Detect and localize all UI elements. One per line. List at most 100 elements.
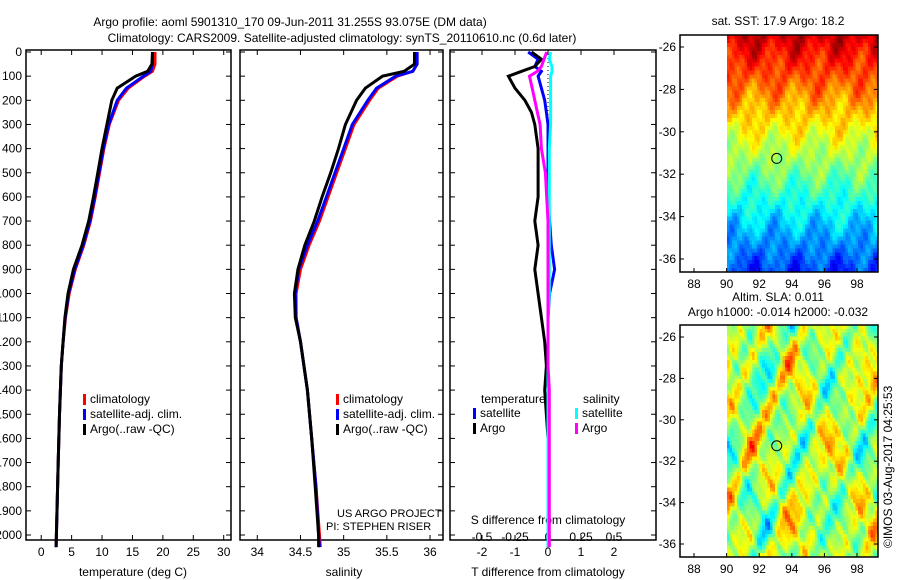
lon-tick-label: 90 — [720, 277, 734, 291]
temperature-panel-frame — [25, 49, 232, 541]
sst-map-image — [726, 35, 878, 272]
footer-timestamp: ©IMOS 03-Aug-2017 04:25:53 — [881, 385, 895, 548]
s-diff-tick-label: 0.5 — [606, 530, 623, 544]
legend-title-salinity: salinity — [583, 392, 620, 406]
depth-tick-label: 400 — [2, 142, 22, 156]
x-tick-label: 34 — [251, 545, 265, 559]
x-tick-label: 0 — [38, 545, 45, 559]
lat-tick-label: -32 — [659, 454, 677, 468]
lat-tick-label: -28 — [659, 371, 677, 385]
temperature-line-argo-raw-qc- — [54, 51, 154, 548]
difference-line-t-argo — [506, 50, 550, 548]
sla-map-frame — [679, 324, 879, 558]
lat-tick-label: -36 — [659, 252, 677, 266]
legend-swatch — [336, 409, 339, 420]
legend-label: climatology — [343, 392, 403, 406]
pi-annotation: PI: STEPHEN RISER — [326, 521, 431, 533]
lon-tick-label: 94 — [785, 277, 799, 291]
lon-tick-label: 88 — [687, 277, 701, 291]
depth-tick-label: 0 — [15, 45, 22, 59]
lat-tick-label: -26 — [659, 40, 677, 54]
legend-swatch — [336, 394, 339, 405]
legend-label: climatology — [90, 392, 150, 406]
depth-tick-label: 700 — [2, 214, 22, 228]
legend-swatch — [575, 408, 578, 419]
lon-tick-label: 92 — [753, 277, 767, 291]
depth-tick-label: 2000 — [0, 528, 22, 542]
depth-tick-label: 1500 — [0, 407, 22, 421]
legend-swatch — [473, 408, 476, 419]
x-tick-label: 2 — [611, 545, 618, 559]
project-annotation: US ARGO PROJECT — [337, 508, 442, 520]
legend-label: satellite — [582, 406, 623, 420]
lat-tick-label: -36 — [659, 537, 677, 551]
argo-position-marker — [771, 440, 783, 452]
lon-tick-label: 88 — [687, 562, 701, 576]
depth-tick-label: 1300 — [0, 359, 22, 373]
lat-tick-label: -30 — [659, 413, 677, 427]
depth-tick-label: 300 — [2, 117, 22, 131]
difference-panel-frame — [449, 49, 657, 541]
difference-line-s-argo — [527, 51, 551, 548]
title-line-2: Climatology: CARS2009. Satellite-adjuste… — [108, 31, 577, 45]
x-tick-label: 25 — [187, 545, 201, 559]
legend-swatch — [83, 409, 86, 420]
x-tick-label: 30 — [217, 545, 231, 559]
legend-label: Argo — [582, 421, 608, 435]
lat-tick-label: -26 — [659, 330, 677, 344]
x-tick-label: 10 — [95, 545, 109, 559]
sst-map-title: sat. SST: 17.9 Argo: 18.2 — [712, 14, 845, 28]
sla-map-image — [726, 325, 878, 557]
depth-tick-label: 1900 — [0, 504, 22, 518]
sst-map-frame — [679, 34, 879, 273]
s-diff-tick-label: 0.25 — [569, 530, 593, 544]
x-tick-label: -2 — [477, 545, 488, 559]
t-diff-axis-label: T difference from climatology — [471, 565, 625, 579]
lat-tick-label: -34 — [659, 210, 677, 224]
s-diff-tick-label: -0.25 — [501, 530, 529, 544]
legend-swatch — [473, 423, 476, 434]
depth-tick-label: 600 — [2, 190, 22, 204]
legend-label: Argo(..raw -QC) — [343, 422, 428, 436]
legend-swatch — [83, 394, 86, 405]
depth-tick-label: 1600 — [0, 431, 22, 445]
depth-tick-label: 1100 — [0, 311, 22, 325]
sla-map-title: Altim. SLA: 0.011 — [732, 290, 824, 304]
legend-label: Argo(..raw -QC) — [90, 422, 175, 436]
salinity-panel-frame — [239, 49, 444, 541]
salinity-line-argo-raw-qc- — [292, 52, 416, 548]
legend-label: satellite-adj. clim. — [90, 407, 182, 421]
x-tick-label: 1 — [578, 545, 585, 559]
depth-tick-label: 1200 — [0, 335, 22, 349]
x-tick-label: 20 — [156, 545, 170, 559]
depth-tick-label: 1800 — [0, 480, 22, 494]
lon-tick-label: 92 — [753, 562, 767, 576]
sla-map-subtitle: Argo h1000: -0.014 h2000: -0.032 — [688, 305, 868, 319]
legend-label: satellite-adj. clim. — [343, 407, 435, 421]
x-tick-label: 35 — [337, 545, 351, 559]
depth-tick-label: 1000 — [0, 287, 22, 301]
x-tick-label: 0 — [545, 545, 552, 559]
x-tick-label: 5 — [68, 545, 75, 559]
s-diff-tick-label: -0.5 — [472, 530, 493, 544]
x-tick-label: 15 — [126, 545, 140, 559]
lon-tick-label: 98 — [850, 277, 864, 291]
lon-tick-label: 96 — [818, 562, 832, 576]
depth-tick-label: 100 — [2, 69, 22, 83]
lat-tick-label: -30 — [659, 125, 677, 139]
legend-label: satellite — [480, 406, 521, 420]
temperature-axis-label: temperature (deg C) — [79, 565, 187, 579]
legend-title-temperature: temperature — [481, 392, 546, 406]
lon-tick-label: 90 — [720, 562, 734, 576]
legend-swatch — [83, 424, 86, 435]
temperature-line-satellite-adj-clim- — [54, 52, 154, 548]
depth-tick-label: 900 — [2, 262, 22, 276]
x-tick-label: -1 — [510, 545, 521, 559]
depth-tick-label: 800 — [2, 238, 22, 252]
x-tick-label: 35.5 — [375, 545, 399, 559]
salinity-axis-label: salinity — [326, 565, 363, 579]
x-tick-label: 36 — [423, 545, 437, 559]
legend-label: Argo — [480, 421, 506, 435]
